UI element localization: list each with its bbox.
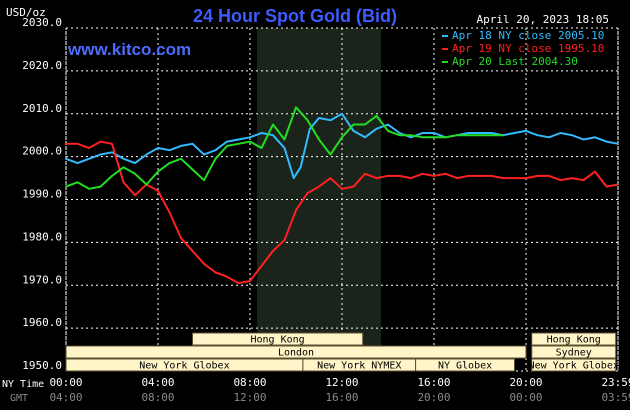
market-session-box [531, 358, 617, 372]
market-session-box [192, 332, 364, 346]
market-session-label: Hong Kong [251, 335, 305, 346]
y-tick-label: 1950.0 [22, 359, 62, 372]
market-session-label: New York Globex [529, 361, 619, 372]
market-session: New York Globex [65, 358, 304, 372]
x-tick-label: 20:00 [509, 376, 542, 389]
x-tick-label-gmt: 00:00 [509, 391, 542, 404]
legend: Apr 18 NY close 2005.10 Apr 19 NY close … [442, 29, 604, 68]
market-session: Sydney [531, 345, 617, 359]
y-tick-label: 1990.0 [22, 188, 62, 201]
market-session-label: New York NYMEX [317, 361, 401, 372]
gmt-label: GMT [10, 393, 28, 404]
legend-swatch-apr19 [442, 48, 448, 50]
x-tick-label-gmt: 20:00 [417, 391, 450, 404]
y-tick-label: 2000.0 [22, 145, 62, 158]
y-tick-label: 2020.0 [22, 59, 62, 72]
market-session: Hong Kong [192, 332, 364, 346]
legend-swatch-apr20 [442, 61, 448, 63]
y-tick-label: 2010.0 [22, 102, 62, 115]
series-line-2 [66, 140, 619, 285]
legend-swatch-apr18 [442, 35, 448, 37]
x-tick-label: 12:00 [325, 376, 358, 389]
x-axis-ticks: 00:00 04:00 04:00 08:00 08:00 12:00 12:00 16:00… [49, 376, 630, 404]
market-session-label: London [278, 348, 314, 359]
unit-label: USD/oz [6, 6, 46, 19]
y-tick-label: 2030.0 [22, 16, 62, 29]
market-session-box [531, 345, 617, 359]
x-tick-label-gmt: 03:59 [601, 391, 630, 404]
x-tick-label-gmt: 12:00 [233, 391, 266, 404]
market-session: Hong Kong [531, 332, 617, 346]
series-line-1 [65, 112, 619, 180]
site-label: www.kitco.com [67, 40, 191, 59]
date-label: April 20, 2023 18:05 [477, 13, 609, 26]
market-session-label: Hong Kong [547, 335, 601, 346]
x-tick-label: 16:00 [417, 376, 450, 389]
market-session: London [65, 345, 527, 359]
y-tick-label: 1960.0 [22, 316, 62, 329]
market-sessions: Hong Kong London New York Globex New York N… [65, 332, 619, 372]
x-tick-label: 04:00 [141, 376, 174, 389]
x-tick-label: 08:00 [233, 376, 266, 389]
ny-time-label: NY Time [2, 379, 44, 390]
y-tick-label: 1980.0 [22, 230, 62, 243]
market-session-label: NY Globex [438, 361, 492, 372]
series-lines [65, 106, 619, 285]
market-session-label: Sydney [556, 348, 592, 359]
series-line-3 [65, 106, 503, 190]
market-session: NY Globex [415, 358, 516, 372]
market-session-label: New York Globex [139, 361, 229, 372]
y-tick-label: 1970.0 [22, 273, 62, 286]
market-session: New York NYMEX [302, 358, 417, 372]
legend-label-apr20: Apr 20 Last 2004.30 [452, 55, 578, 68]
market-session-box [531, 332, 617, 346]
y-axis-ticks: 1950.0 1960.0 1970.0 1980.0 1990.0 2000.0 2010… [22, 16, 62, 372]
market-session-box [415, 358, 516, 372]
x-tick-label-gmt: 16:00 [325, 391, 358, 404]
legend-label-apr19: Apr 19 NY close 1995.10 [452, 42, 604, 55]
legend-label-apr18: Apr 18 NY close 2005.10 [452, 29, 604, 42]
x-tick-label: 23:59 [601, 376, 630, 389]
x-tick-label: 00:00 [49, 376, 82, 389]
market-session-box [65, 345, 527, 359]
x-tick-label-gmt: 04:00 [49, 391, 82, 404]
x-tick-label-gmt: 08:00 [141, 391, 174, 404]
chart-title: 24 Hour Spot Gold (Bid) [193, 6, 397, 26]
market-session: New York Globex [529, 358, 619, 372]
